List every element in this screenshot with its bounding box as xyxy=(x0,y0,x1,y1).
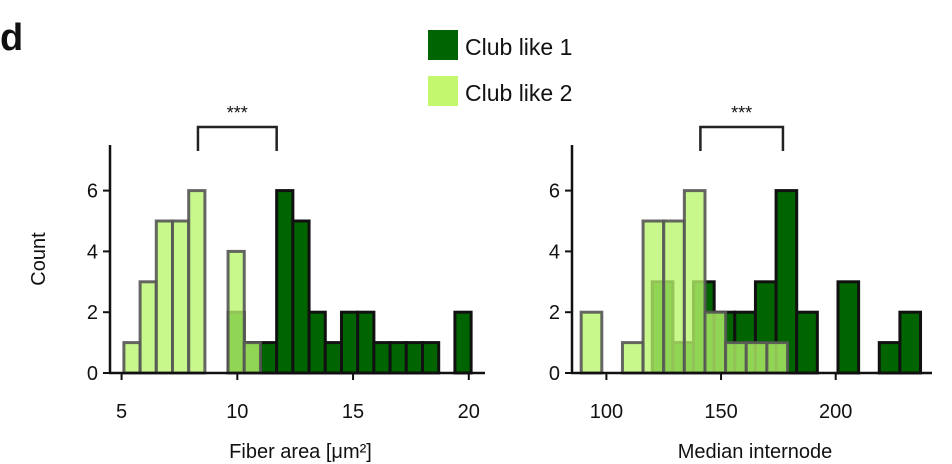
y-tick-label: 0 xyxy=(549,363,560,385)
x-tick-label: 15 xyxy=(342,401,364,423)
y-axis-label: Count xyxy=(28,232,50,286)
legend-label-club-like-2: Club like 2 xyxy=(465,80,572,106)
bar-club-like-1-0-2 xyxy=(258,341,279,375)
x-tick-label: 200 xyxy=(819,401,852,423)
significance-bracket xyxy=(196,125,278,151)
x-tick-label: 5 xyxy=(116,401,127,423)
bar-club-like-1-0-8 xyxy=(356,310,376,375)
legend-swatch-club-like-1 xyxy=(428,30,458,60)
bar-club-like-1-0-11 xyxy=(404,341,424,375)
bar-club-like-2-0-5 xyxy=(226,249,246,375)
bar-club-like-1-0-12 xyxy=(421,341,441,375)
bar-club-like-2-0-6 xyxy=(242,341,262,375)
bar-club-like-2-1-8 xyxy=(765,341,790,375)
x-tick-label: 100 xyxy=(590,401,623,423)
bar-club-like-1-0-4 xyxy=(291,219,311,375)
bar-club-like-1-0-6 xyxy=(323,341,343,375)
bar-club-like-2-1-0 xyxy=(579,310,604,375)
bar-club-like-1-0-7 xyxy=(339,310,360,375)
bar-club-like-2-1-5 xyxy=(703,310,728,375)
y-tick-label: 6 xyxy=(549,181,560,203)
histogram-median-internode: 0 2 4 6 100 150 200 Median internode *** xyxy=(549,103,932,463)
bar-club-like-1-0-10 xyxy=(388,341,408,375)
bar-club-like-2-0-0 xyxy=(122,341,142,375)
y-tick-label: 0 xyxy=(87,363,98,385)
bar-club-like-1-1-8 xyxy=(836,280,861,375)
bar-club-like-2-1-1 xyxy=(620,341,645,375)
significance-label: *** xyxy=(731,103,752,123)
bar-club-like-2-1-7 xyxy=(744,341,769,375)
y-tick-label: 4 xyxy=(87,241,98,263)
x-tick-label: 20 xyxy=(458,401,480,423)
legend-swatch-club-like-2 xyxy=(428,76,458,106)
significance-label: *** xyxy=(227,103,248,123)
bar-club-like-2-0-4 xyxy=(187,189,207,375)
bar-club-like-2-1-6 xyxy=(724,341,748,375)
legend-label-club-like-1: Club like 1 xyxy=(465,34,572,60)
bar-club-like-1-0-3 xyxy=(275,189,295,375)
y-tick-label: 2 xyxy=(87,302,98,324)
bar-club-like-1-1-9 xyxy=(877,341,902,375)
bar-club-like-2-1-4 xyxy=(682,189,707,375)
y-tick-label: 6 xyxy=(87,181,98,203)
bar-club-like-2-0-2 xyxy=(154,219,174,375)
bar-club-like-1-0-13 xyxy=(453,310,473,375)
bar-club-like-1-1-10 xyxy=(898,310,923,375)
legend: Club like 1 Club like 2 xyxy=(428,30,572,106)
significance-bracket xyxy=(699,125,785,151)
panel-letter: d xyxy=(0,17,23,59)
x-tick-label: 10 xyxy=(226,401,248,423)
x-axis-label: Median internode xyxy=(678,441,833,463)
histogram-fiber-area: 0 2 4 6 5 10 15 20 Fiber area [μm²] Count *** xyxy=(28,103,485,463)
x-axis-label: Fiber area [μm²] xyxy=(229,441,372,463)
x-tick-label: 150 xyxy=(704,401,737,423)
bar-club-like-2-0-3 xyxy=(171,219,191,375)
bar-club-like-2-1-2 xyxy=(641,219,666,375)
bar-club-like-1-0-9 xyxy=(372,341,392,375)
bar-club-like-1-0-5 xyxy=(307,310,327,375)
y-tick-label: 4 xyxy=(549,241,560,263)
y-tick-label: 2 xyxy=(549,302,560,324)
bar-club-like-1-1-7 xyxy=(795,310,819,375)
bar-club-like-2-1-3 xyxy=(662,219,686,375)
bar-club-like-2-0-1 xyxy=(138,280,158,375)
